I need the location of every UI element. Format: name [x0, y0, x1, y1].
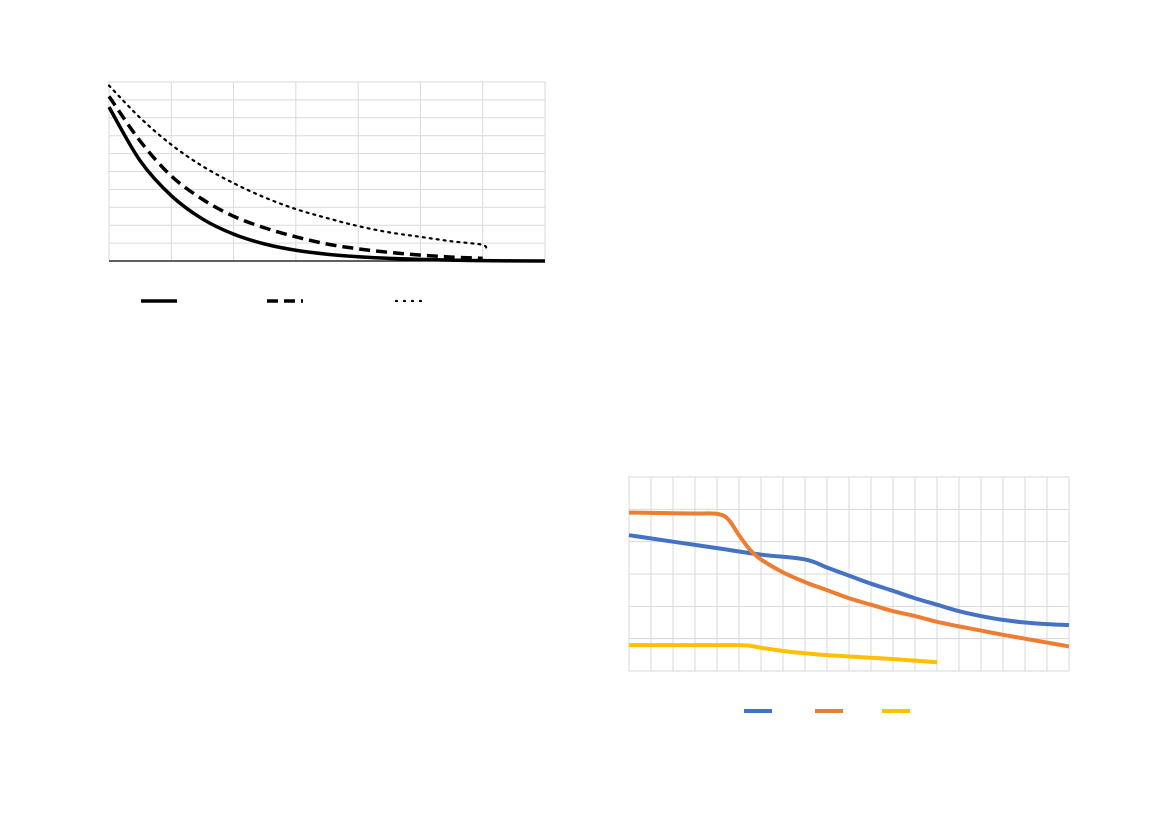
series-line-2	[107, 95, 483, 261]
series-line-1	[107, 106, 546, 263]
right-line-chart	[628, 476, 1070, 713]
series-line-1	[628, 533, 1070, 628]
plot-area-frame	[628, 476, 1070, 672]
series-line-2	[628, 510, 1070, 649]
left-decay-chart	[107, 81, 546, 303]
gridlines	[109, 82, 545, 261]
series-line-3	[629, 643, 938, 665]
